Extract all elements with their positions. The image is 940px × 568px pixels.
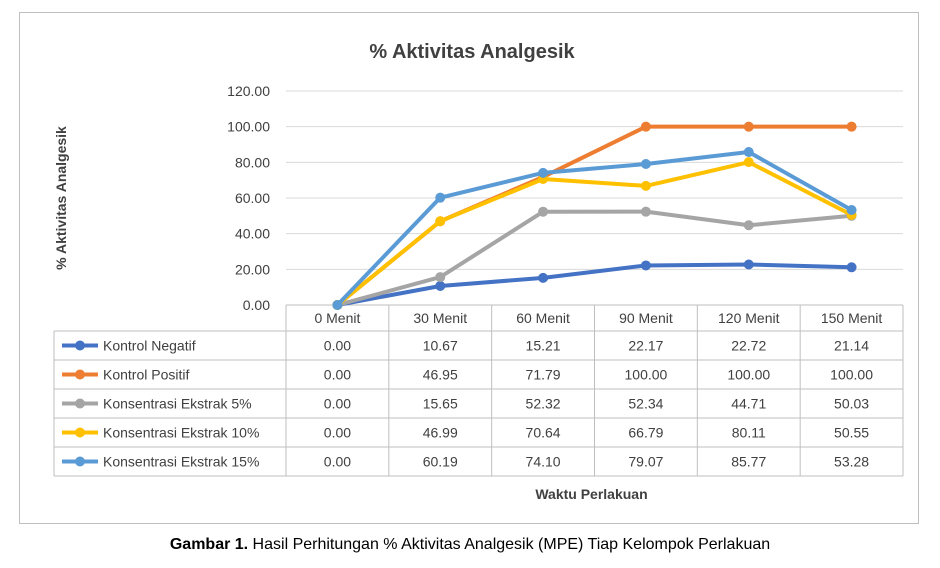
data-table-cell: 100.00 xyxy=(625,367,668,383)
data-table-cell: 50.03 xyxy=(834,396,869,412)
data-table-cell: 0.00 xyxy=(324,338,351,354)
data-table-cell: 15.65 xyxy=(423,396,458,412)
data-point xyxy=(332,300,343,310)
y-tick-label: 40.00 xyxy=(235,226,270,242)
data-table-cell: 15.21 xyxy=(526,338,561,354)
y-axis-title: % Aktivitas Analgesik xyxy=(53,126,69,270)
data-table-cell: 0.00 xyxy=(324,367,351,383)
series-line xyxy=(335,160,854,307)
data-table-cell: 60.19 xyxy=(423,454,458,470)
y-tick-label: 120.00 xyxy=(227,83,270,99)
data-point xyxy=(846,204,857,215)
y-tick-label: 80.00 xyxy=(235,154,270,170)
caption-label: Gambar 1. xyxy=(169,536,249,553)
data-point xyxy=(846,262,857,273)
caption-text: Hasil Perhitungan % Aktivitas Analgesik … xyxy=(248,536,771,553)
data-table-cell: 0.00 xyxy=(324,454,351,470)
data-table-cell: 50.55 xyxy=(834,425,869,441)
data-table-cell: 53.28 xyxy=(834,454,869,470)
series-line xyxy=(335,209,854,307)
chart-title: % Aktivitas Analgesik xyxy=(369,41,575,63)
data-point xyxy=(743,157,754,168)
data-table-cell: 10.67 xyxy=(423,338,458,354)
legend-key-marker xyxy=(75,456,85,467)
data-table-cell: 80.11 xyxy=(732,425,766,441)
data-point xyxy=(538,167,549,178)
legend-label: Konsentrasi Ekstrak 15% xyxy=(103,454,259,470)
data-table-cell: 70.64 xyxy=(526,425,561,441)
data-point xyxy=(640,206,651,217)
data-table-cell: 46.99 xyxy=(423,425,458,441)
data-table-cell: 21.14 xyxy=(834,338,869,354)
data-table-cell: 100.00 xyxy=(830,367,873,383)
data-table-cell: 66.79 xyxy=(628,425,663,441)
data-table-cell: 100.00 xyxy=(727,367,770,383)
data-table-cell: 52.32 xyxy=(526,396,561,412)
data-table-cell: 71.79 xyxy=(526,367,561,383)
legend-label: Konsentrasi Ekstrak 5% xyxy=(103,396,252,412)
data-point xyxy=(640,121,651,132)
data-point xyxy=(846,121,857,132)
data-point xyxy=(743,121,754,132)
legend-label: Kontrol Positif xyxy=(103,367,189,383)
x-tick-label: 0 Menit xyxy=(314,310,360,326)
data-point xyxy=(538,272,549,283)
data-point xyxy=(435,280,446,291)
data-point xyxy=(640,158,651,169)
data-point xyxy=(743,147,754,158)
legend-label: Konsentrasi Ekstrak 10% xyxy=(103,425,259,441)
data-table-cell: 44.71 xyxy=(731,396,766,412)
data-table-cell: 22.72 xyxy=(731,338,766,354)
data-table-cell: 85.77 xyxy=(731,454,766,470)
data-point xyxy=(640,260,651,271)
y-tick-label: 60.00 xyxy=(235,190,270,206)
series-line xyxy=(335,262,854,307)
data-point xyxy=(435,272,446,283)
y-tick-label: 100.00 xyxy=(227,119,270,135)
data-point xyxy=(435,192,446,203)
legend-label: Kontrol Negatif xyxy=(103,338,196,354)
data-point xyxy=(743,220,754,231)
x-tick-label: 60 Menit xyxy=(516,310,570,326)
data-table-cell: 0.00 xyxy=(324,396,351,412)
x-axis-title: Waktu Perlakuan xyxy=(535,486,647,502)
legend-key-marker xyxy=(75,427,85,438)
legend-key-marker xyxy=(75,340,85,351)
data-table-cell: 0.00 xyxy=(324,425,351,441)
x-tick-label: 150 Menit xyxy=(821,310,883,326)
y-tick-label: 0.00 xyxy=(243,297,270,313)
y-tick-label: 20.00 xyxy=(235,261,270,277)
chart-frame: % Aktivitas Analgesik 0.00 20.00 40.00 60.00… xyxy=(19,12,919,524)
line-chart: % Aktivitas Analgesik 0.00 20.00 40.00 60.00… xyxy=(53,41,904,502)
data-table-cell: 52.34 xyxy=(628,396,663,412)
data-point xyxy=(538,206,549,217)
x-tick-label: 120 Menit xyxy=(718,310,780,326)
series-line xyxy=(335,124,854,307)
series-line xyxy=(335,150,854,307)
data-table-cell: 22.17 xyxy=(628,338,663,354)
data-point xyxy=(743,259,754,270)
x-tick-label: 30 Menit xyxy=(413,310,467,326)
x-tick-label: 90 Menit xyxy=(619,310,673,326)
data-point xyxy=(640,180,651,191)
legend-key-marker xyxy=(75,398,85,409)
figure-caption: Gambar 1. Hasil Perhitungan % Aktivitas … xyxy=(0,536,940,554)
data-table-cell: 74.10 xyxy=(526,454,561,470)
data-point xyxy=(435,216,446,227)
data-table-cell: 46.95 xyxy=(423,367,458,383)
data-table-cell: 79.07 xyxy=(628,454,663,470)
legend-key-marker xyxy=(75,369,85,380)
